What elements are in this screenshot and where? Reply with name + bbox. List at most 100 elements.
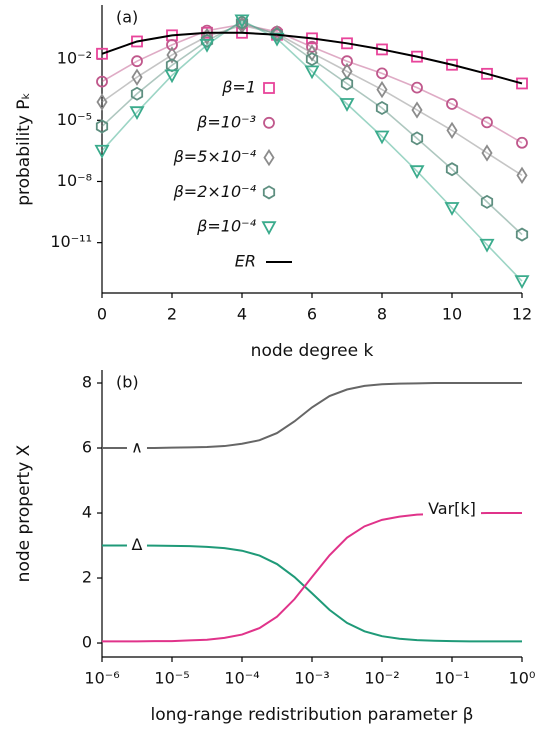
- label-background: [423, 498, 481, 521]
- marker: [446, 98, 458, 110]
- marker: [376, 80, 388, 99]
- marker: [516, 136, 528, 149]
- legend-label: β=1: [221, 78, 256, 97]
- marker: [201, 27, 213, 46]
- marker: [340, 76, 354, 91]
- marker: [411, 101, 423, 119]
- y-tick-label: 10⁻²: [57, 49, 92, 68]
- y-tick-label: 6: [82, 438, 92, 457]
- legend-marker: [263, 148, 275, 167]
- marker: [481, 67, 493, 80]
- marker: [411, 81, 423, 94]
- x-axis-label: long-range redistribution parameter β: [150, 705, 473, 725]
- marker: [235, 15, 249, 30]
- marker: [96, 93, 108, 111]
- y-tick-label: 10⁻⁵: [57, 110, 92, 129]
- marker: [516, 166, 528, 184]
- legend-label: ER: [235, 252, 256, 271]
- series-line: [102, 382, 522, 450]
- marker: [409, 165, 425, 180]
- marker: [305, 52, 319, 67]
- marker: [514, 275, 530, 290]
- marker: [131, 55, 143, 68]
- legend-label: β=10⁻⁴: [196, 217, 256, 236]
- label-background: [126, 534, 147, 557]
- marker: [130, 86, 144, 101]
- series-line: [101, 19, 523, 282]
- marker: [166, 46, 178, 64]
- x-tick-label: 10: [442, 305, 462, 324]
- marker: [446, 121, 458, 140]
- panel-label: (b): [116, 373, 139, 392]
- marker: [446, 58, 458, 71]
- x-tick-label: 10⁻³: [294, 669, 329, 688]
- marker: [480, 194, 494, 209]
- marker: [306, 40, 318, 53]
- legend-marker: [263, 82, 275, 94]
- marker: [515, 227, 529, 242]
- label-background: [126, 437, 147, 460]
- series-line: [101, 21, 523, 236]
- legend-marker: [263, 116, 275, 129]
- series-label: Var[k]: [428, 499, 476, 518]
- legend-marker: [262, 185, 276, 200]
- marker: [96, 75, 108, 88]
- series-label: Δ: [132, 535, 143, 554]
- x-axis-label: node degree k: [251, 341, 374, 361]
- marker: [444, 202, 460, 216]
- y-axis-label: node property X: [14, 444, 34, 582]
- marker: [479, 238, 495, 253]
- x-tick-label: 6: [307, 305, 317, 324]
- marker: [166, 38, 178, 51]
- series-line: [102, 544, 522, 643]
- marker: [199, 38, 215, 53]
- series-label: ∧: [131, 438, 143, 457]
- x-tick-label: 4: [237, 305, 247, 324]
- marker: [516, 77, 528, 90]
- x-tick-label: 10⁻⁵: [154, 669, 189, 688]
- x-tick-label: 10⁻⁶: [84, 669, 119, 688]
- y-tick-label: 0: [82, 633, 92, 652]
- marker: [95, 119, 109, 134]
- x-tick-label: 10⁻⁴: [224, 669, 259, 688]
- marker: [129, 106, 145, 121]
- x-tick-label: 10⁻¹: [434, 669, 469, 688]
- series-line: [102, 512, 522, 643]
- x-tick-label: 10⁰: [509, 669, 536, 688]
- marker: [376, 67, 388, 80]
- marker: [410, 131, 424, 146]
- x-tick-label: 2: [167, 305, 177, 324]
- x-tick-label: 10⁻²: [364, 669, 399, 688]
- marker: [341, 55, 353, 68]
- marker: [94, 144, 110, 159]
- legend-label: β=10⁻³: [196, 112, 256, 131]
- marker: [164, 69, 180, 84]
- y-tick-label: 10⁻⁸: [57, 171, 92, 190]
- legend-marker: [261, 221, 277, 236]
- marker: [165, 58, 179, 73]
- marker: [481, 116, 493, 129]
- x-tick-label: 12: [512, 305, 532, 324]
- y-axis-label: probability Pₖ: [14, 92, 34, 206]
- legend-label: β=2×10⁻⁴: [173, 182, 257, 201]
- series-line: [101, 31, 523, 85]
- legend-label: β=5×10⁻⁴: [173, 147, 257, 166]
- x-tick-label: 8: [377, 305, 387, 324]
- y-tick-label: 10⁻¹¹: [50, 232, 92, 251]
- panel-label: (a): [116, 8, 138, 27]
- marker: [96, 47, 108, 60]
- marker: [411, 50, 423, 63]
- marker: [481, 144, 493, 162]
- marker: [200, 33, 214, 48]
- y-tick-label: 2: [82, 568, 92, 587]
- marker: [269, 32, 285, 47]
- marker: [304, 65, 320, 80]
- marker: [131, 68, 143, 86]
- marker: [445, 162, 459, 177]
- marker: [234, 14, 250, 29]
- y-tick-label: 8: [82, 373, 92, 392]
- y-tick-label: 4: [82, 503, 92, 522]
- marker: [374, 130, 390, 145]
- marker: [339, 98, 355, 112]
